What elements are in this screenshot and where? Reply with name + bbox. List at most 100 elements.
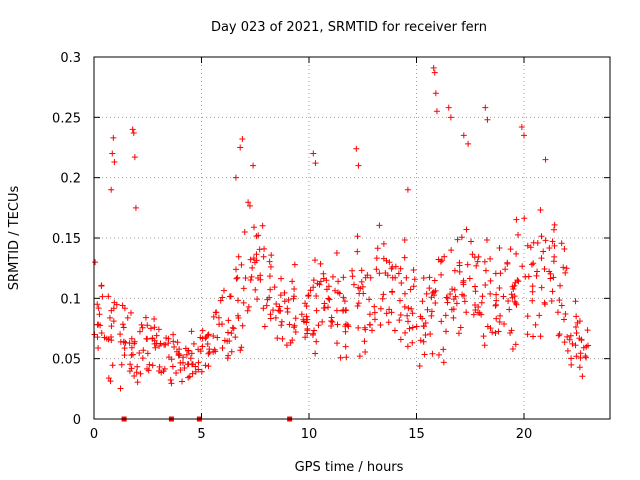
data-point: [562, 310, 569, 317]
data-point: [496, 284, 503, 291]
data-point: [145, 367, 152, 374]
data-point: [411, 276, 418, 283]
data-point: [506, 306, 513, 313]
data-point: [291, 261, 298, 268]
data-point: [274, 335, 281, 342]
data-point: [572, 342, 579, 349]
data-point: [245, 303, 252, 310]
data-point: [501, 320, 508, 327]
data-point: [163, 335, 170, 342]
data-point: [119, 302, 126, 309]
data-point: [305, 292, 312, 299]
data-point: [537, 207, 544, 214]
data-point: [226, 293, 233, 300]
data-point: [340, 294, 347, 301]
data-point: [140, 347, 147, 354]
data-point: [396, 297, 403, 304]
data-point: [281, 298, 288, 305]
data-point: [149, 335, 156, 342]
data-point: [238, 261, 245, 268]
data-point: [487, 277, 494, 284]
data-point: [267, 263, 274, 270]
data-point: [291, 286, 298, 293]
data-point: [270, 307, 277, 314]
data-point: [463, 226, 470, 233]
data-point: [525, 273, 532, 280]
data-point: [298, 311, 305, 318]
data-point: [385, 319, 392, 326]
data-point: [235, 253, 242, 260]
data-point: [170, 338, 177, 345]
data-point: [175, 352, 182, 359]
data-point: [551, 253, 558, 260]
data-point: [438, 271, 445, 278]
data-point: [354, 302, 361, 309]
data-point: [98, 329, 105, 336]
data-point: [541, 299, 548, 306]
data-point: [407, 286, 414, 293]
data-point: [374, 245, 381, 252]
data-point: [307, 287, 314, 294]
data-point: [120, 338, 127, 345]
data-point: [245, 199, 252, 206]
data-point: [255, 274, 262, 281]
data-point: [511, 298, 518, 305]
data-point: [234, 274, 241, 281]
data-point: [502, 266, 509, 273]
data-point: [234, 297, 241, 304]
data-point: [573, 353, 580, 360]
data-point: [234, 312, 241, 319]
data-point: [392, 274, 399, 281]
data-point: [325, 283, 332, 290]
data-point: [156, 363, 163, 370]
data-point: [291, 293, 298, 300]
y-tick-label: 0.05: [52, 353, 81, 368]
data-point: [311, 327, 318, 334]
data-point: [420, 275, 427, 282]
data-point: [267, 286, 274, 293]
data-point: [317, 278, 324, 285]
data-point: [232, 266, 239, 273]
data-point: [454, 236, 461, 243]
data-point: [437, 258, 444, 265]
x-tick-label: 5: [197, 427, 205, 442]
data-point: [432, 300, 439, 307]
data-point: [247, 276, 254, 283]
data-point: [273, 300, 280, 307]
data-point: [371, 309, 378, 316]
data-point: [469, 251, 476, 258]
data-point: [94, 301, 101, 308]
data-point: [240, 285, 247, 292]
data-point: [475, 253, 482, 260]
data-point: [524, 331, 531, 338]
data-point: [198, 368, 205, 375]
data-point: [195, 366, 202, 373]
axis-ticks: 0 5 10 15 20 0 0.05 0.1 0.15 0.2 0.25 0.3: [52, 51, 610, 442]
data-point: [573, 313, 580, 320]
data-point: [335, 278, 342, 285]
data-point: [583, 343, 590, 350]
data-point: [493, 297, 500, 304]
data-point: [291, 322, 298, 329]
data-point: [111, 158, 118, 165]
data-point: [220, 287, 227, 294]
data-point: [405, 318, 412, 325]
data-point: [388, 309, 395, 316]
data-point: [256, 246, 263, 253]
data-point: [186, 373, 193, 380]
x-tick-label: 10: [301, 427, 318, 442]
data-point: [339, 307, 346, 314]
data-point: [232, 174, 239, 181]
data-point: [289, 278, 296, 285]
data-point: [367, 321, 374, 328]
data-point: [422, 320, 429, 327]
grid: [94, 57, 610, 419]
data-point: [386, 306, 393, 313]
data-point: [359, 283, 366, 290]
data-point: [534, 239, 541, 246]
data-point: [406, 325, 413, 332]
data-point: [576, 335, 583, 342]
data-point: [456, 262, 463, 269]
chart-title: Day 023 of 2021, SRMTID for receiver fer…: [211, 20, 487, 35]
data-point: [465, 140, 472, 147]
